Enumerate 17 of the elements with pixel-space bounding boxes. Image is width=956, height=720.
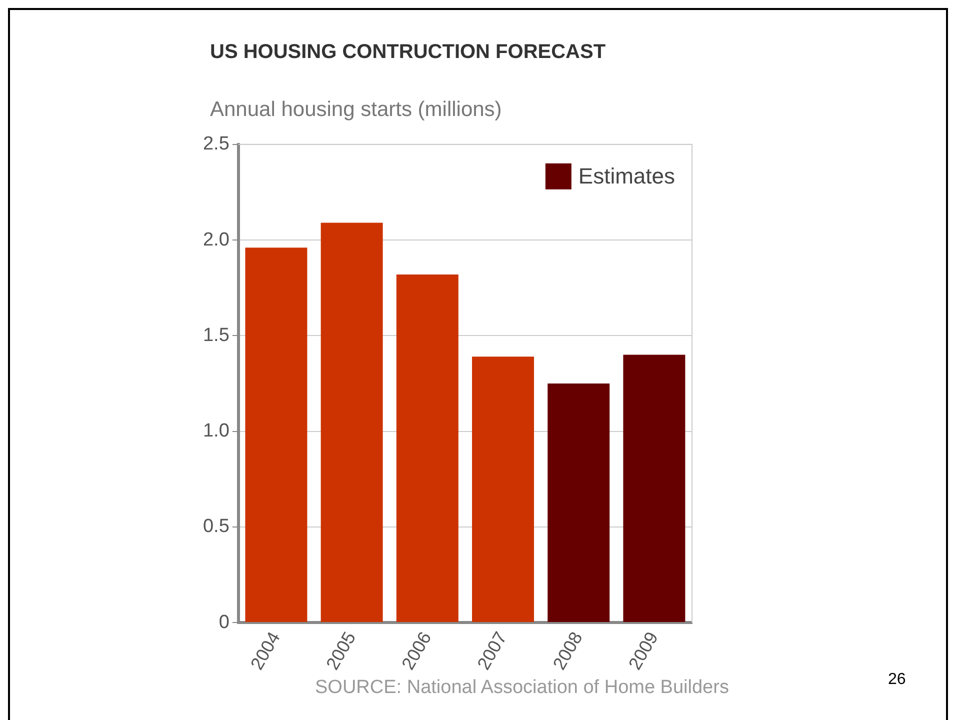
bar: [396, 274, 458, 622]
y-tick-label: 0: [218, 612, 230, 633]
y-tick-label: 1.5: [202, 324, 230, 346]
bar: [623, 354, 686, 622]
bar: [245, 248, 308, 622]
bar: [548, 383, 610, 622]
y-tick-label: 1.0: [202, 420, 230, 442]
legend-label: Estimates: [578, 163, 676, 188]
y-tick-label: 0.5: [202, 516, 230, 538]
bar: [472, 356, 534, 622]
bar: [320, 222, 383, 622]
y-tick-label: 2.5: [202, 134, 230, 155]
chart-title: US HOUSING CONTRUCTION FORECAST: [210, 40, 607, 64]
source-note: SOURCE: National Association of Home Builders: [315, 676, 730, 700]
y-tick-label: 2.0: [202, 229, 230, 250]
chart-subtitle: Annual housing starts (millions): [210, 98, 502, 122]
text: 26: [888, 671, 906, 689]
